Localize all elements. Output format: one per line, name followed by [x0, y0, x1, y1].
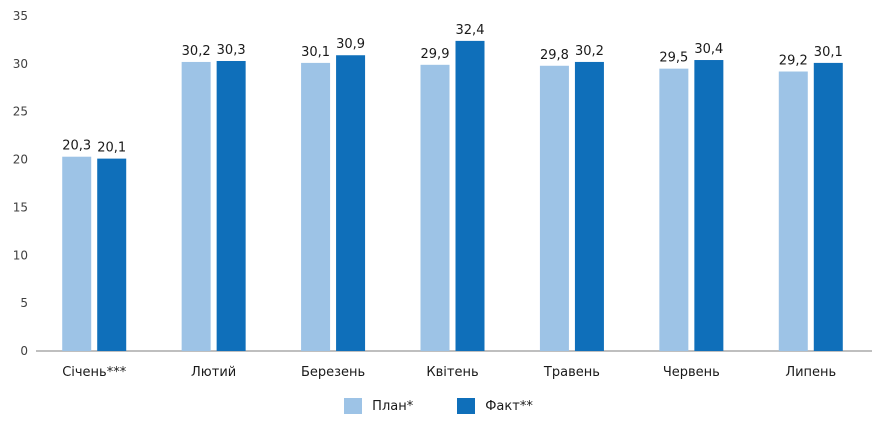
bar-plan: [539, 65, 569, 352]
chart-legend: План* Факт**: [0, 398, 877, 414]
category-label: Червень: [663, 365, 720, 380]
bar-fact: [574, 61, 604, 351]
bar-fact: [455, 40, 485, 352]
data-label-fact: 30,9: [336, 37, 365, 52]
y-tick-label: 10: [13, 248, 28, 262]
y-tick-label: 35: [13, 9, 28, 23]
y-tick-label: 25: [13, 105, 28, 119]
category-label: Квітень: [426, 365, 478, 380]
data-label-plan: 29,8: [540, 48, 569, 63]
bar-fact: [97, 158, 127, 351]
legend-swatch-plan: [344, 398, 363, 414]
bar-fact: [813, 62, 843, 352]
bar-plan: [778, 71, 808, 351]
category-label: Травень: [543, 365, 600, 380]
bar-fact: [694, 60, 724, 352]
bar-plan: [301, 62, 331, 352]
legend-label-fact: Факт**: [485, 398, 533, 414]
bar-plan: [420, 64, 450, 352]
category-label: Лютий: [191, 365, 236, 380]
data-label-plan: 20,3: [62, 139, 91, 154]
data-label-fact: 30,2: [575, 44, 604, 59]
legend-item-fact: Факт**: [457, 398, 533, 414]
category-label: Липень: [785, 365, 836, 380]
bar-plan: [181, 61, 211, 351]
data-label-fact: 32,4: [456, 23, 485, 38]
y-tick-label: 20: [13, 153, 28, 167]
data-label-fact: 30,1: [814, 45, 843, 60]
bar-fact: [336, 55, 366, 351]
data-label-plan: 30,2: [182, 44, 211, 59]
y-tick-label: 15: [13, 200, 28, 214]
legend-swatch-fact: [457, 398, 476, 414]
legend-item-plan: План*: [344, 398, 413, 414]
data-label-fact: 30,3: [217, 43, 246, 58]
y-tick-label: 30: [13, 57, 28, 71]
bar-fact: [216, 60, 246, 351]
data-label-plan: 30,1: [301, 45, 330, 60]
category-label: Січень***: [62, 365, 127, 380]
data-label-plan: 29,5: [659, 51, 688, 66]
data-label-plan: 29,2: [779, 54, 808, 69]
data-label-fact: 20,1: [97, 141, 126, 156]
bar-plan: [62, 156, 92, 351]
y-tick-label: 0: [20, 344, 28, 358]
data-label-fact: 30,4: [694, 42, 723, 57]
data-label-plan: 29,9: [421, 47, 450, 62]
bar-plan: [659, 68, 689, 352]
legend-label-plan: План*: [372, 398, 414, 414]
category-label: Березень: [301, 365, 365, 380]
y-tick-label: 5: [20, 296, 28, 310]
